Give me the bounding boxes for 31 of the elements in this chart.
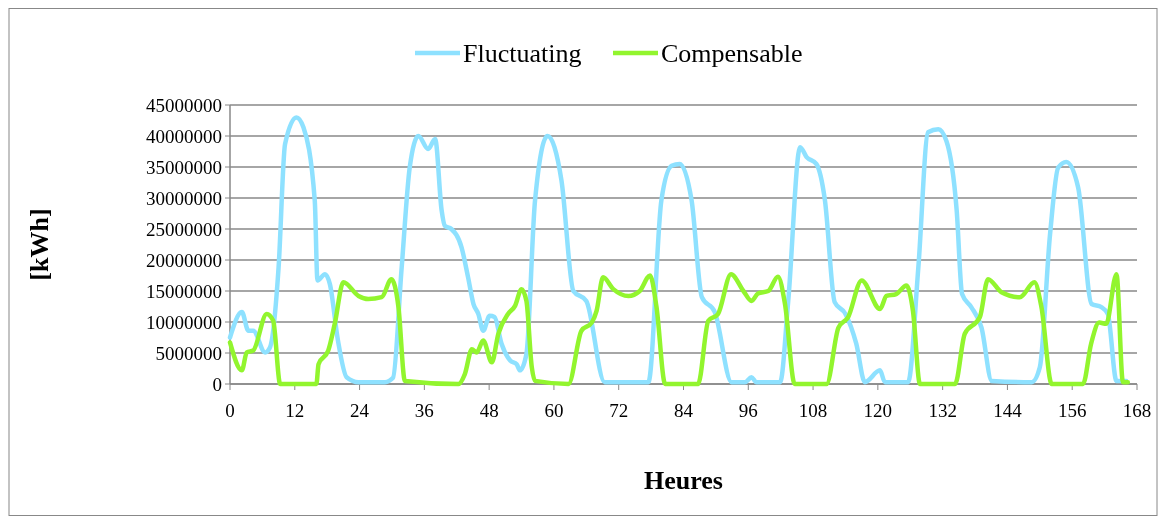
y-tick-label: 20000000 (146, 249, 222, 271)
x-tick-label: 36 (414, 400, 434, 421)
y-tick-label: 35000000 (146, 156, 222, 178)
x-tick-label: 12 (285, 400, 305, 421)
x-tick-label: 60 (544, 400, 564, 421)
x-tick-label: 84 (674, 400, 694, 421)
x-tick-label: 96 (738, 400, 758, 421)
x-tick-label: 156 (1057, 400, 1087, 421)
x-tick-label: 24 (350, 400, 370, 421)
y-tick-label: 25000000 (146, 218, 222, 240)
x-tick-label: 108 (798, 400, 828, 421)
y-axis-title: [kWh] (25, 208, 54, 281)
legend-label: Fluctuating (463, 38, 582, 68)
x-axis-title: Heures (644, 466, 723, 495)
x-tick-label: 144 (993, 400, 1023, 421)
y-tick-label: 30000000 (146, 187, 222, 209)
y-tick-label: 15000000 (146, 280, 222, 302)
line-series (227, 115, 1129, 385)
x-tick-label: 0 (225, 400, 235, 421)
x-tick-label: 132 (928, 400, 957, 421)
x-tick-label: 168 (1122, 400, 1152, 421)
x-tick-label: 72 (609, 400, 629, 421)
y-tick-label: 45000000 (146, 94, 222, 116)
y-tick-label: 10000000 (146, 311, 222, 333)
y-tick-label: 5000000 (155, 342, 222, 364)
y-tick-label: 40000000 (146, 125, 222, 147)
x-tick-label: 120 (863, 400, 893, 421)
legend-label: Compensable (661, 38, 803, 68)
y-tick-label: 0 (212, 373, 222, 395)
line-series (227, 272, 1131, 387)
x-tick-label: 48 (479, 400, 499, 421)
